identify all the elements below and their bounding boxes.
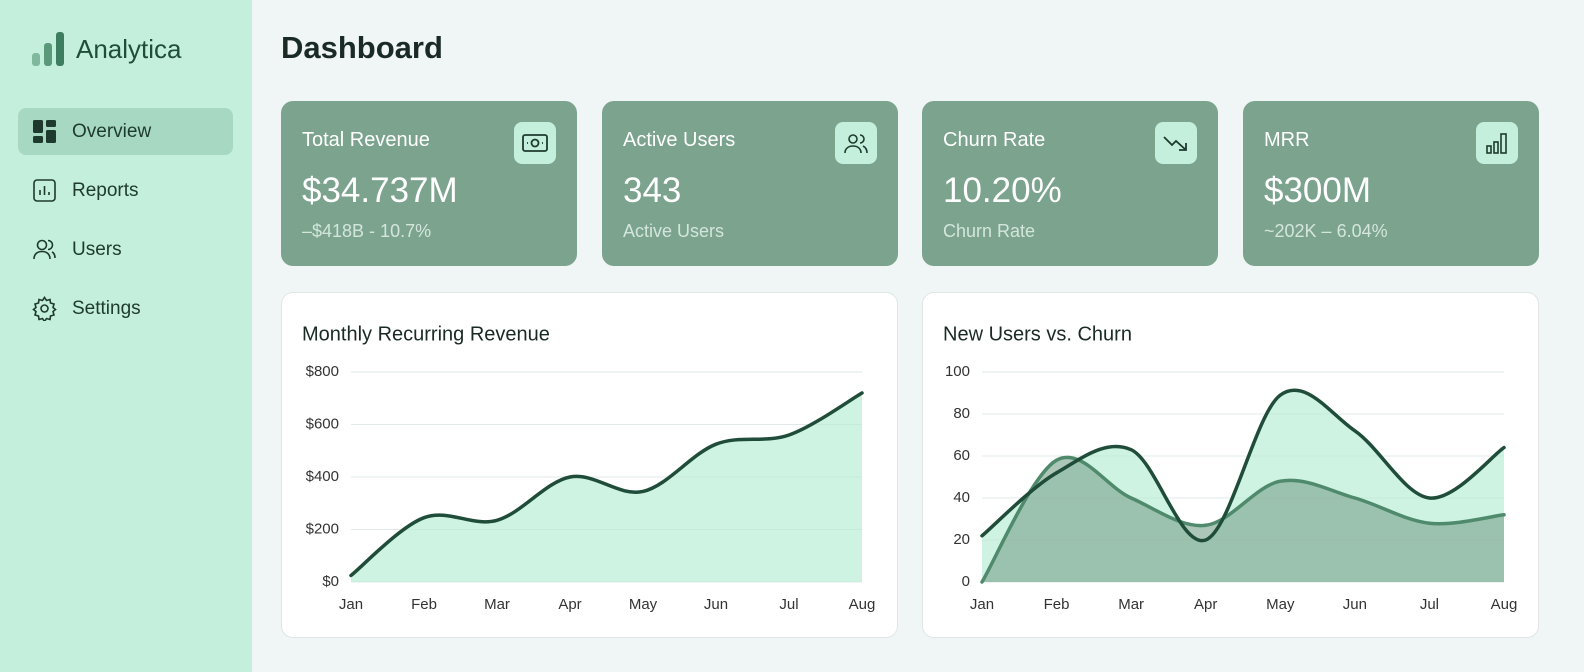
sidebar: Analytica Overview Reports Users Setting… xyxy=(0,0,252,672)
kpi-subtitle: –$418B - 10.7% xyxy=(302,221,432,241)
kpi-title: Churn Rate xyxy=(943,129,1046,151)
chart-card: New Users vs. Churn 0 20 40 60 80 100 Jan Feb Mar… xyxy=(922,292,1539,638)
x-tick-label: Mar xyxy=(484,596,510,613)
chart-title: Monthly Recurring Revenue xyxy=(302,323,550,345)
kpi-subtitle: ~202K – 6.04% xyxy=(1264,221,1388,241)
nav-label: Reports xyxy=(72,179,139,201)
kpi-value: 343 xyxy=(623,171,682,210)
kpi-title: Total Revenue xyxy=(302,129,430,151)
kpi-icon xyxy=(835,122,877,164)
y-tick-label: $400 xyxy=(306,468,339,485)
y-tick-label: 100 xyxy=(945,363,970,380)
kpi-subtitle: Active Users xyxy=(623,221,725,241)
brand: Analytica xyxy=(76,34,182,64)
x-tick-label: Jun xyxy=(704,596,728,613)
x-tick-label: Jun xyxy=(1343,596,1367,613)
y-tick-label: 80 xyxy=(953,405,970,422)
kpi-value: $300M xyxy=(1264,171,1372,210)
x-tick-label: Aug xyxy=(849,596,876,613)
nav-icon xyxy=(33,120,56,143)
kpi-value: $34.737M xyxy=(302,171,458,210)
y-tick-label: $200 xyxy=(306,520,339,537)
x-tick-label: Aug xyxy=(1491,596,1518,613)
area xyxy=(982,457,1504,582)
x-tick-label: Jan xyxy=(339,596,363,613)
x-tick-label: Apr xyxy=(1194,596,1217,613)
nav-label: Overview xyxy=(72,120,152,142)
logo-icon xyxy=(32,32,64,66)
y-tick-label: $0 xyxy=(322,573,339,590)
x-tick-label: Jul xyxy=(779,596,798,613)
nav-icon xyxy=(33,179,56,202)
kpi-icon xyxy=(1476,122,1518,164)
kpi-card: Active Users 343 Active Users xyxy=(602,101,898,266)
kpi-icon xyxy=(514,122,556,164)
kpi-title: Active Users xyxy=(623,129,736,151)
y-tick-label: $800 xyxy=(306,363,339,380)
chart-card: Monthly Recurring Revenue $0 $200 $400 $600 $… xyxy=(281,292,898,638)
nav-label: Users xyxy=(72,238,122,260)
y-tick-label: 60 xyxy=(953,447,970,464)
line xyxy=(349,391,864,578)
y-tick-label: 20 xyxy=(953,531,970,548)
x-tick-label: Jul xyxy=(1420,596,1439,613)
y-tick-label: 0 xyxy=(962,573,970,590)
chart: Monthly Recurring Revenue $0 $200 $400 $600 $… xyxy=(302,323,876,613)
chart-title: New Users vs. Churn xyxy=(943,323,1132,345)
line xyxy=(980,455,1506,584)
kpi-subtitle: Churn Rate xyxy=(943,221,1036,241)
kpi-card: Churn Rate 10.20% Churn Rate xyxy=(922,101,1218,266)
kpi-card: MRR $300M ~202K – 6.04% xyxy=(1243,101,1539,266)
x-tick-label: Feb xyxy=(411,596,437,613)
kpi-title: MRR xyxy=(1264,129,1310,151)
x-tick-label: May xyxy=(1266,596,1295,613)
nav-item[interactable]: Overview xyxy=(18,108,233,155)
nav-label: Settings xyxy=(72,297,141,319)
kpi-icon xyxy=(1155,122,1197,164)
y-tick-label: $600 xyxy=(306,415,339,432)
kpi-card: Total Revenue $34.737M –$418B - 10.7% xyxy=(281,101,577,266)
nav-item[interactable]: Users xyxy=(18,226,233,273)
y-tick-label: 40 xyxy=(953,489,970,506)
line xyxy=(980,388,1506,543)
chart: New Users vs. Churn 0 20 40 60 80 100 Jan Feb Mar… xyxy=(943,323,1518,613)
x-tick-label: Apr xyxy=(558,596,581,613)
x-tick-label: May xyxy=(629,596,658,613)
x-tick-label: Jan xyxy=(970,596,994,613)
nav-item[interactable]: Settings xyxy=(18,285,233,332)
x-tick-label: Mar xyxy=(1118,596,1144,613)
x-tick-label: Feb xyxy=(1044,596,1070,613)
nav-item[interactable]: Reports xyxy=(18,167,233,214)
nav-icon xyxy=(32,296,57,321)
nav-icon xyxy=(33,239,56,260)
area xyxy=(351,393,862,582)
kpi-value: 10.20% xyxy=(943,171,1062,210)
page-title: Dashboard xyxy=(281,30,443,65)
